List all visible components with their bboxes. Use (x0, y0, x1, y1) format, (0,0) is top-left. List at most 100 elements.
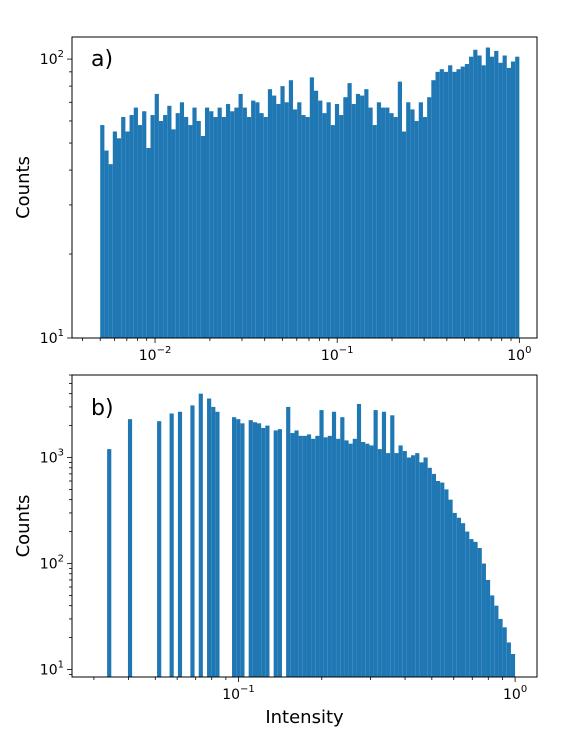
histogram-bar (481, 65, 486, 339)
histogram-bar (506, 642, 511, 677)
histogram-bar (356, 403, 362, 677)
histogram-bar (427, 97, 432, 338)
histogram-bar (465, 531, 470, 677)
histogram-bar (411, 455, 416, 677)
histogram-bar (385, 107, 390, 339)
panel-a-bars (100, 47, 520, 339)
histogram-bar (422, 116, 428, 338)
panel-b-x-ticks: 10−1 100 (93, 677, 527, 703)
histogram-bar (242, 107, 247, 339)
histogram-bar (255, 102, 260, 338)
histogram-bar (377, 449, 382, 677)
histogram-bar (334, 104, 340, 338)
histogram-bar (368, 107, 373, 339)
histogram-bar (410, 109, 415, 338)
histogram-bar (386, 453, 391, 677)
histogram-bar (360, 95, 365, 338)
panel-a-x-ticks: 10−2 10−1 100 (82, 338, 531, 364)
histogram-bar (431, 473, 437, 677)
histogram-bar (336, 438, 341, 677)
histogram-bar (121, 116, 126, 338)
histogram-bar (436, 481, 441, 677)
histogram-bar (339, 115, 344, 338)
panel-a-y-ticks: 101 102 (40, 49, 72, 347)
histogram-bar (343, 97, 348, 338)
histogram-bar (415, 453, 420, 677)
histogram-bar (401, 131, 407, 338)
histogram-bar (406, 102, 411, 338)
histogram-bar (273, 430, 278, 677)
histogram-bar (150, 115, 155, 338)
histogram-bar (154, 93, 159, 338)
histogram-bar (277, 429, 282, 677)
histogram-bar (347, 83, 352, 338)
histogram-bar (286, 406, 291, 677)
histogram-bar (397, 81, 402, 338)
histogram-bar (251, 100, 256, 338)
histogram-bar (177, 411, 183, 677)
histogram-bar (261, 427, 266, 677)
histogram-bar (319, 410, 324, 677)
histogram-bar (348, 443, 353, 677)
histogram-bar (263, 116, 268, 338)
histogram-bar (290, 433, 295, 677)
histogram-bar (485, 579, 491, 677)
histogram-bar (469, 539, 474, 677)
histogram-bar (390, 415, 395, 677)
histogram-bar (394, 453, 399, 677)
y-tick-label: 101 (40, 660, 64, 679)
x-tick-label: 10−1 (222, 684, 255, 703)
histogram-bar (452, 71, 457, 339)
histogram-bar (200, 135, 205, 338)
histogram-bar (293, 109, 298, 338)
histogram-bar (272, 95, 277, 338)
panel-a-y-axis-label: Counts (13, 156, 34, 219)
histogram-bar (305, 116, 310, 338)
histogram-bar (169, 413, 174, 677)
histogram-bar (418, 102, 423, 338)
histogram-bar (439, 69, 444, 339)
histogram-bar (179, 102, 185, 338)
histogram-bar (393, 116, 398, 338)
histogram-bar (502, 55, 507, 338)
histogram-bar (419, 462, 424, 677)
histogram-bar (142, 111, 147, 339)
panel-a: 10−2 10−1 100 101 102 a) Counts (13, 36, 538, 364)
y-tick-label: 103 (40, 447, 64, 466)
histogram-bar (184, 116, 189, 338)
panel-b: 10−1 100 101 102 103 b) Counts Intensity (13, 374, 538, 728)
panel-b-x-axis-label: Intensity (265, 707, 344, 728)
histogram-bar (297, 102, 302, 338)
histogram-bar (372, 125, 377, 339)
histogram-bar (431, 80, 436, 339)
histogram-bar (192, 107, 197, 339)
histogram-bar (515, 56, 520, 339)
histogram-bar (355, 93, 361, 338)
histogram-bar (265, 425, 270, 677)
panel-b-y-axis-label: Counts (13, 495, 34, 558)
histogram-bar (389, 113, 394, 338)
histogram-bar (234, 107, 239, 339)
panel-b-bars (107, 393, 516, 677)
histogram-bar (406, 457, 412, 677)
histogram-bar (490, 56, 495, 339)
histogram-bar (327, 435, 332, 677)
histogram-bar (381, 411, 387, 677)
histogram-bar (302, 435, 307, 677)
histogram-bar (477, 548, 482, 677)
histogram-bar (443, 71, 449, 339)
histogram-bar (331, 411, 337, 677)
histogram-bar (326, 102, 331, 338)
histogram-bar (423, 457, 428, 677)
histogram-bar (188, 125, 193, 339)
histogram-bar (309, 77, 314, 339)
histogram-bar (481, 563, 486, 677)
histogram-bar (280, 86, 285, 338)
panel-a-label: a) (91, 47, 113, 72)
histogram-bar (323, 437, 328, 677)
histogram-bar (157, 421, 162, 677)
histogram-bar (259, 113, 264, 338)
x-tick-label: 10−2 (139, 345, 172, 364)
histogram-bar (107, 449, 112, 677)
histogram-bar (288, 80, 294, 339)
